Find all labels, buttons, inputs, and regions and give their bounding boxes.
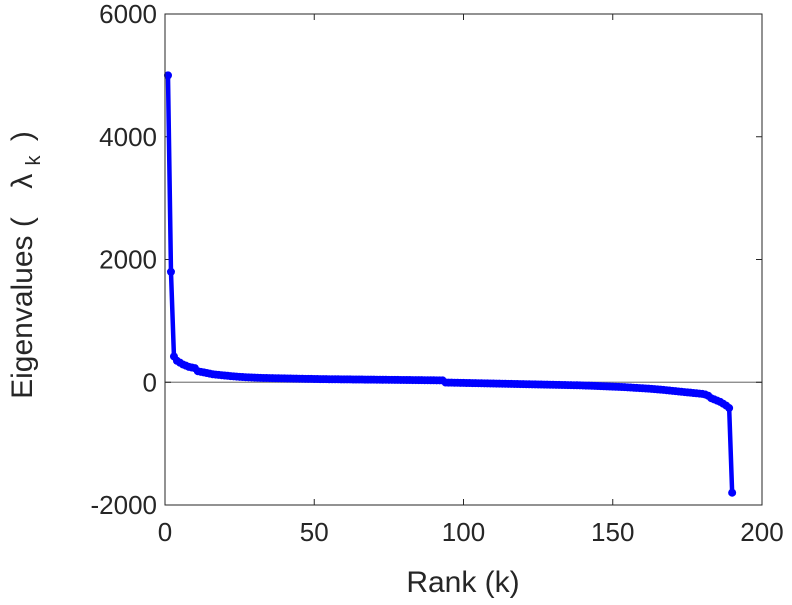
data-point <box>725 404 734 413</box>
data-point <box>163 71 172 80</box>
x-tick-label: 150 <box>591 517 634 547</box>
x-tick-label: 100 <box>442 517 485 547</box>
y-tick-label: 4000 <box>99 122 157 152</box>
y-label-main: Eigenvalues ( <box>6 217 39 399</box>
data-point <box>166 267 175 276</box>
axes-box <box>164 13 763 506</box>
series-line <box>165 75 735 493</box>
y-tick-label: 6000 <box>99 0 157 29</box>
x-tick-label: 50 <box>300 517 329 547</box>
y-tick-label: 0 <box>143 367 157 397</box>
data-point <box>728 488 737 497</box>
y-tick-label: -2000 <box>91 490 158 520</box>
x-axis-label: Rank (k) <box>406 566 519 599</box>
y-label-close: ) <box>6 131 39 141</box>
y-axis-label: Eigenvalues ( λ k ) <box>6 131 47 399</box>
x-tick-label: 200 <box>740 517 783 547</box>
y-label-symbol: λ <box>6 174 39 189</box>
svg-text:Eigenvalues ( λ k: Eigenvalues ( λ k ) <box>6 131 47 399</box>
y-tick-label: 2000 <box>99 245 157 275</box>
y-label-sub: k <box>23 154 45 165</box>
x-tick-label: 0 <box>158 517 172 547</box>
